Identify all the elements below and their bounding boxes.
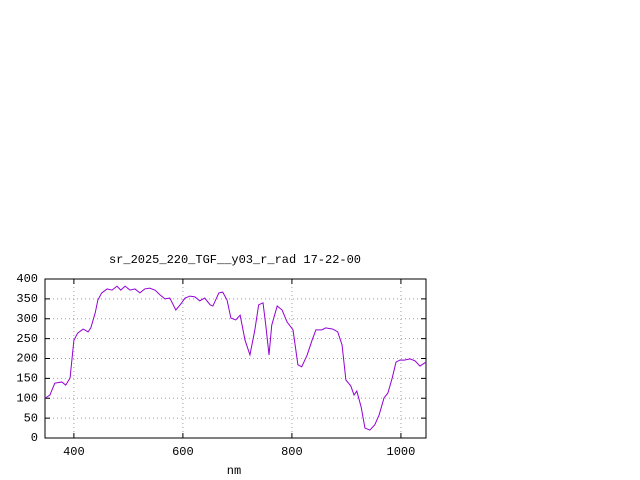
x-tick-label: 800 [281, 445, 303, 459]
plot-frame [44, 278, 427, 439]
x-axis-label: nm [227, 464, 241, 478]
chart-title: sr_2025_220_TGF__y03_r_rad 17-22-00 [109, 253, 361, 267]
y-tick-label: 150 [16, 372, 38, 386]
y-tick-label: 100 [16, 391, 38, 405]
y-tick-label: 300 [16, 312, 38, 326]
y-tick-label: 0 [31, 431, 38, 445]
x-tick-label: 1000 [387, 445, 416, 459]
y-tick-label: 250 [16, 332, 38, 346]
x-tick-label: 400 [63, 445, 85, 459]
x-tick-label: 600 [172, 445, 194, 459]
y-tick-label: 400 [16, 272, 38, 286]
y-tick-label: 350 [16, 292, 38, 306]
y-tick-label: 50 [24, 411, 38, 425]
y-tick-label: 200 [16, 352, 38, 366]
data-line [44, 285, 427, 431]
